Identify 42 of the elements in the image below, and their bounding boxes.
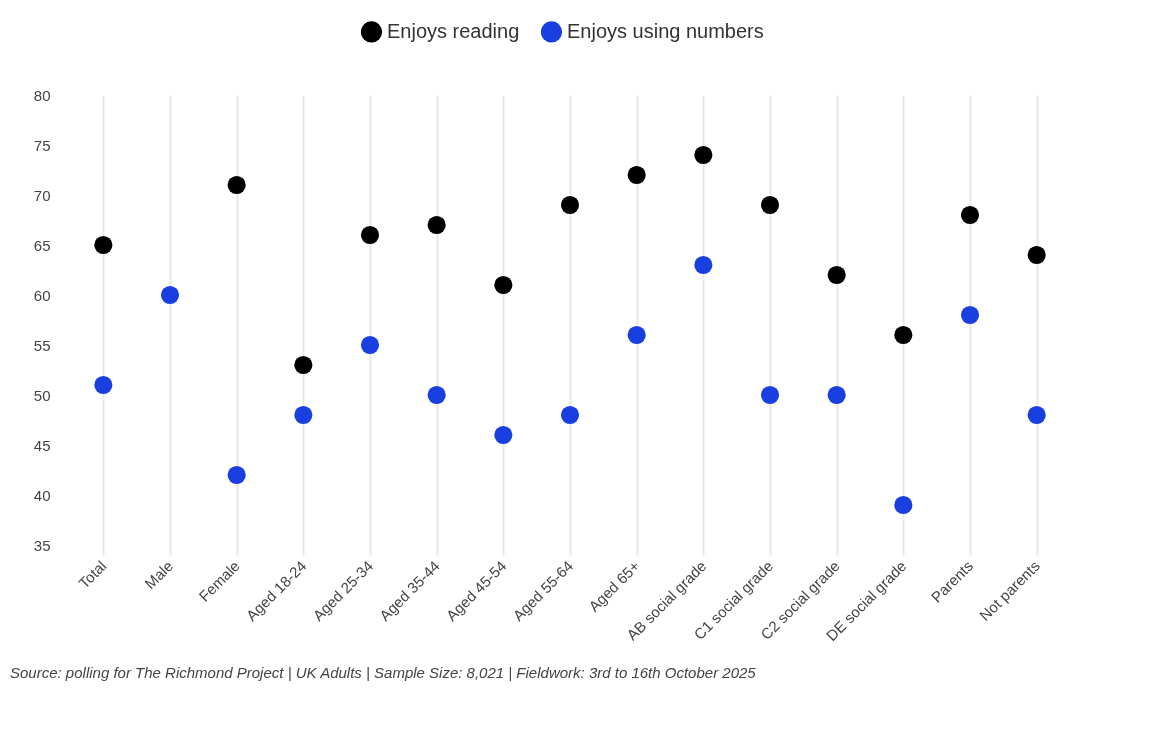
legend-label: Enjoys using numbers bbox=[567, 19, 764, 42]
point bbox=[627, 165, 646, 185]
y-tick-label: 75 bbox=[33, 136, 51, 154]
point bbox=[1027, 405, 1046, 425]
point bbox=[960, 305, 980, 325]
point bbox=[294, 405, 313, 425]
point bbox=[427, 385, 446, 405]
point bbox=[227, 465, 246, 485]
point bbox=[294, 355, 313, 375]
point bbox=[760, 385, 780, 405]
point bbox=[827, 385, 846, 405]
point bbox=[1027, 245, 1046, 265]
point bbox=[227, 175, 246, 195]
legend-label: Enjoys reading bbox=[387, 19, 520, 42]
y-tick-label: 65 bbox=[33, 236, 51, 254]
point bbox=[360, 335, 380, 355]
point bbox=[160, 285, 180, 305]
point bbox=[427, 215, 446, 235]
y-tick-label: 70 bbox=[33, 186, 51, 204]
y-tick-label: 45 bbox=[33, 436, 51, 454]
y-tick-label: 40 bbox=[33, 486, 51, 504]
point bbox=[960, 205, 980, 225]
y-tick-label: 60 bbox=[33, 286, 51, 304]
point bbox=[494, 425, 513, 445]
point bbox=[827, 265, 846, 285]
point bbox=[560, 195, 580, 215]
source-note: Source: polling for The Richmond Project | UK Adults | Sample Size: 8,021 | Fieldwork: 3rd to 16th October 2025 bbox=[10, 663, 757, 681]
point bbox=[360, 225, 380, 245]
y-tick-label: 80 bbox=[33, 86, 51, 104]
point bbox=[94, 375, 113, 395]
point bbox=[560, 405, 580, 425]
point bbox=[627, 325, 646, 345]
y-tick-label: 35 bbox=[33, 536, 51, 554]
point bbox=[694, 145, 713, 165]
point bbox=[494, 275, 513, 295]
point bbox=[694, 255, 713, 275]
y-tick-label: 55 bbox=[33, 336, 51, 354]
point bbox=[760, 195, 780, 215]
point bbox=[94, 235, 113, 255]
y-tick-label: 50 bbox=[33, 386, 51, 404]
point bbox=[894, 325, 913, 345]
point bbox=[894, 495, 913, 515]
